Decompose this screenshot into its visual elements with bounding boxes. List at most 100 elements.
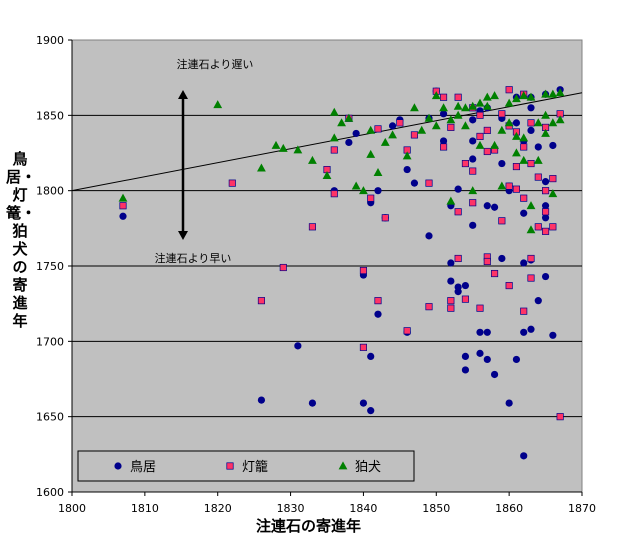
axes bbox=[68, 39, 583, 496]
data-point-triangle bbox=[533, 118, 543, 127]
data-point-circle bbox=[439, 137, 448, 145]
data-point-triangle bbox=[512, 94, 521, 103]
data-point-square bbox=[308, 223, 316, 231]
legend-label: 鳥居 bbox=[130, 460, 156, 475]
data-point-triangle bbox=[497, 125, 507, 134]
x-tick-label: 1830 bbox=[277, 502, 305, 515]
data-point-square bbox=[476, 304, 484, 312]
data-point-circle bbox=[410, 179, 419, 187]
data-points bbox=[118, 86, 565, 460]
data-point-square bbox=[542, 208, 550, 216]
reference-line-path bbox=[71, 92, 583, 192]
data-point-triangle bbox=[482, 92, 492, 101]
data-point-circle bbox=[520, 209, 528, 217]
data-point-square bbox=[527, 274, 535, 282]
data-point-circle bbox=[367, 352, 375, 360]
data-point-circle bbox=[374, 187, 382, 195]
data-point-triangle bbox=[461, 103, 470, 112]
data-point-triangle bbox=[257, 163, 266, 172]
data-point-circle bbox=[461, 366, 470, 374]
data-point-triangle bbox=[453, 101, 463, 110]
data-point-triangle bbox=[504, 118, 514, 127]
data-point-square bbox=[119, 202, 127, 210]
data-point-square bbox=[534, 223, 542, 231]
data-point-circle bbox=[388, 122, 397, 130]
data-point-square bbox=[512, 185, 520, 193]
data-point-square bbox=[440, 93, 448, 101]
series-circle bbox=[119, 86, 564, 460]
data-point-circle bbox=[549, 331, 557, 339]
data-point-circle bbox=[461, 352, 470, 360]
y-tick-label: 1600 bbox=[36, 486, 64, 499]
data-point-triangle bbox=[118, 193, 128, 202]
data-point-square bbox=[257, 297, 265, 305]
data-point-triangle bbox=[526, 92, 536, 101]
data-point-triangle bbox=[541, 128, 550, 137]
series-triangle bbox=[118, 88, 565, 234]
data-point-circle bbox=[534, 143, 542, 151]
data-point-square bbox=[520, 307, 528, 315]
data-point-triangle bbox=[424, 113, 434, 122]
data-point-triangle bbox=[519, 133, 529, 142]
data-point-square bbox=[447, 304, 455, 312]
data-point-circle bbox=[527, 325, 535, 333]
data-point-square bbox=[491, 269, 499, 278]
data-point-square bbox=[374, 125, 382, 133]
data-point-square bbox=[549, 175, 557, 183]
data-point-circle bbox=[490, 203, 499, 211]
reference-line bbox=[71, 92, 583, 192]
legend-box bbox=[77, 450, 415, 482]
data-point-triangle bbox=[446, 115, 456, 124]
data-point-circle bbox=[257, 396, 266, 404]
data-point-square bbox=[403, 327, 411, 335]
data-point-square bbox=[505, 182, 513, 190]
data-point-triangle bbox=[468, 186, 478, 195]
data-point-circle bbox=[374, 310, 382, 318]
legend-label: 狛犬 bbox=[355, 460, 381, 475]
data-point-circle bbox=[345, 138, 353, 147]
data-point-triangle bbox=[388, 130, 397, 139]
legend-label: 灯籠 bbox=[242, 459, 268, 475]
data-point-circle bbox=[541, 272, 550, 281]
x-tick-label: 1870 bbox=[568, 502, 596, 515]
x-tick-label: 1820 bbox=[204, 502, 232, 515]
data-point-triangle bbox=[366, 125, 376, 134]
data-point-triangle bbox=[526, 201, 536, 210]
x-tick-label: 1850 bbox=[422, 502, 450, 515]
y-tick-label: 1750 bbox=[36, 260, 64, 273]
data-point-circle bbox=[352, 129, 360, 138]
data-point-triangle bbox=[519, 155, 529, 164]
data-point-triangle bbox=[504, 98, 514, 107]
data-point-triangle bbox=[322, 171, 332, 179]
data-point-triangle bbox=[548, 189, 558, 198]
data-point-square bbox=[396, 119, 404, 127]
data-point-circle bbox=[490, 370, 499, 379]
data-point-circle bbox=[527, 104, 535, 112]
data-point-square bbox=[425, 179, 433, 187]
data-point-circle bbox=[520, 259, 528, 267]
data-point-triangle bbox=[519, 91, 529, 100]
data-point-triangle bbox=[541, 110, 550, 119]
data-point-square bbox=[483, 147, 491, 156]
data-point-circle bbox=[469, 221, 477, 229]
data-point-triangle bbox=[512, 131, 521, 140]
data-point-triangle bbox=[490, 91, 499, 100]
data-point-square bbox=[330, 146, 338, 154]
x-tick-label: 1810 bbox=[131, 502, 159, 515]
data-point-triangle bbox=[351, 181, 361, 190]
data-point-circle bbox=[294, 342, 302, 350]
y-tick-label: 1650 bbox=[36, 411, 64, 424]
data-point-square bbox=[454, 208, 462, 216]
y-tick-label: 1800 bbox=[36, 185, 64, 198]
data-point-triangle bbox=[329, 133, 339, 142]
data-point-square bbox=[447, 297, 455, 305]
data-point-square bbox=[410, 131, 418, 139]
data-point-square bbox=[498, 110, 506, 118]
data-point-triangle bbox=[402, 151, 412, 160]
data-point-triangle bbox=[548, 118, 558, 127]
data-point-circle bbox=[498, 254, 506, 263]
data-point-circle bbox=[549, 141, 557, 150]
data-point-square bbox=[542, 187, 550, 195]
data-point-triangle bbox=[410, 103, 419, 112]
